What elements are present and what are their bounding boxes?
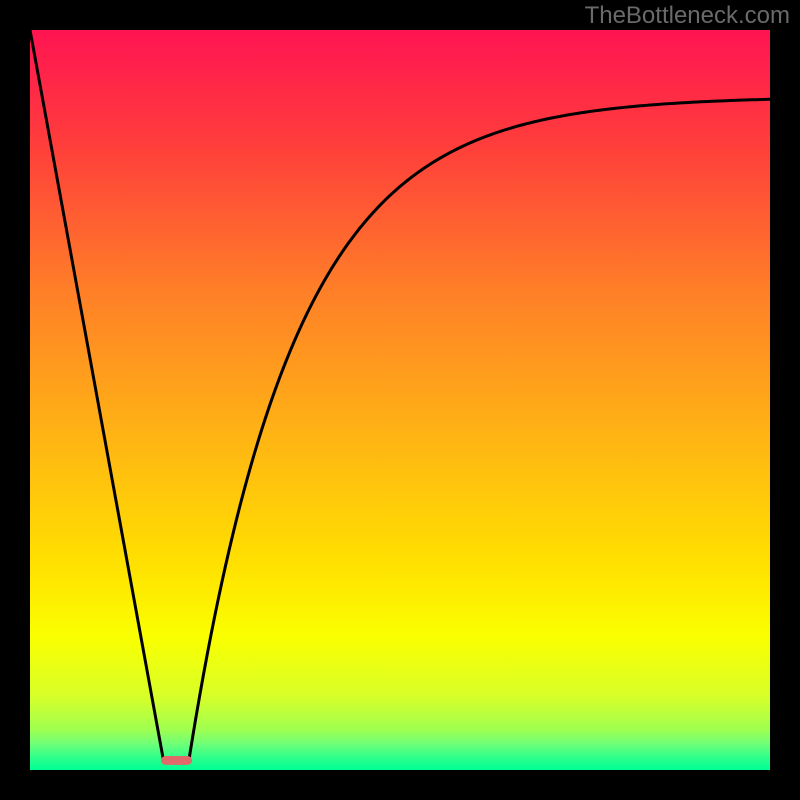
plot-area — [30, 30, 770, 770]
minimum-marker — [161, 756, 192, 765]
chart-container: TheBottleneck.com — [0, 0, 800, 800]
watermark-text: TheBottleneck.com — [585, 2, 790, 30]
chart-svg — [30, 30, 770, 770]
gradient-background — [30, 30, 770, 770]
